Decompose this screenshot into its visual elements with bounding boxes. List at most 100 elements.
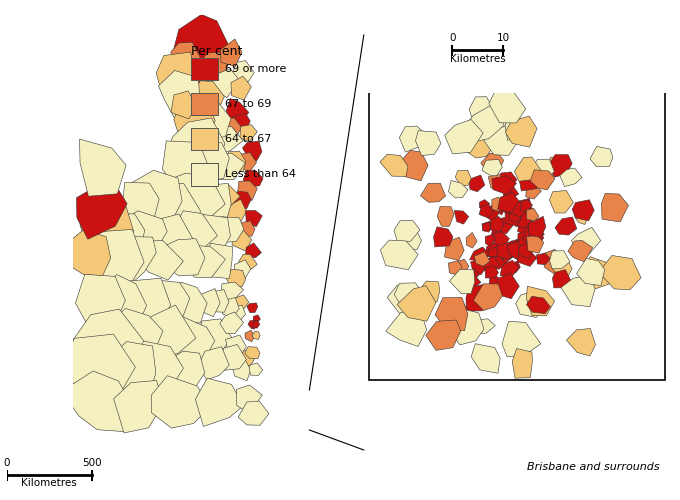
- Polygon shape: [171, 91, 197, 119]
- Polygon shape: [380, 240, 418, 270]
- Polygon shape: [98, 342, 156, 402]
- Polygon shape: [494, 232, 509, 248]
- Polygon shape: [226, 269, 245, 287]
- Polygon shape: [167, 351, 205, 395]
- Polygon shape: [212, 69, 239, 98]
- Polygon shape: [547, 154, 572, 177]
- Text: 0: 0: [3, 458, 10, 468]
- Polygon shape: [449, 270, 475, 293]
- Polygon shape: [399, 126, 429, 152]
- Polygon shape: [184, 245, 226, 278]
- Polygon shape: [454, 259, 469, 272]
- Polygon shape: [252, 320, 260, 328]
- Polygon shape: [502, 246, 515, 260]
- FancyBboxPatch shape: [191, 128, 218, 150]
- Polygon shape: [85, 230, 144, 286]
- Polygon shape: [494, 217, 515, 234]
- Polygon shape: [132, 240, 184, 280]
- Polygon shape: [76, 186, 127, 239]
- Polygon shape: [479, 200, 490, 209]
- Polygon shape: [488, 174, 507, 192]
- Polygon shape: [152, 376, 209, 428]
- Polygon shape: [469, 96, 493, 126]
- Polygon shape: [405, 232, 422, 250]
- Polygon shape: [548, 157, 567, 178]
- Polygon shape: [515, 290, 545, 318]
- Polygon shape: [526, 236, 544, 254]
- Polygon shape: [167, 118, 225, 176]
- Polygon shape: [437, 206, 454, 227]
- Polygon shape: [387, 285, 433, 316]
- Polygon shape: [245, 330, 254, 342]
- Polygon shape: [231, 360, 251, 380]
- Polygon shape: [69, 230, 111, 276]
- Polygon shape: [460, 272, 481, 289]
- Polygon shape: [131, 305, 196, 362]
- Polygon shape: [232, 230, 252, 251]
- Polygon shape: [238, 401, 269, 425]
- Polygon shape: [398, 150, 428, 181]
- Polygon shape: [541, 250, 563, 274]
- Polygon shape: [479, 204, 494, 218]
- Polygon shape: [454, 210, 469, 224]
- Polygon shape: [231, 76, 252, 100]
- Polygon shape: [228, 305, 245, 322]
- Polygon shape: [482, 222, 494, 231]
- Polygon shape: [232, 60, 254, 82]
- Polygon shape: [582, 256, 616, 290]
- Polygon shape: [239, 152, 256, 172]
- Polygon shape: [420, 183, 445, 203]
- Polygon shape: [482, 160, 503, 176]
- Text: 69 or more: 69 or more: [226, 64, 287, 74]
- Polygon shape: [434, 227, 453, 247]
- Polygon shape: [519, 164, 544, 191]
- Polygon shape: [239, 221, 255, 236]
- Polygon shape: [530, 159, 554, 178]
- Polygon shape: [509, 201, 520, 213]
- Polygon shape: [191, 80, 224, 111]
- Polygon shape: [508, 242, 526, 260]
- Polygon shape: [161, 173, 225, 224]
- Polygon shape: [488, 248, 498, 258]
- Polygon shape: [148, 280, 190, 324]
- Polygon shape: [249, 363, 262, 376]
- Polygon shape: [211, 184, 240, 207]
- Polygon shape: [237, 385, 262, 414]
- Polygon shape: [226, 335, 246, 356]
- Polygon shape: [127, 341, 184, 398]
- Polygon shape: [235, 260, 251, 278]
- Polygon shape: [509, 240, 523, 258]
- Polygon shape: [171, 42, 200, 71]
- Polygon shape: [147, 184, 201, 230]
- Polygon shape: [62, 371, 130, 432]
- Polygon shape: [492, 249, 510, 268]
- Polygon shape: [575, 206, 589, 225]
- Polygon shape: [471, 344, 500, 374]
- Polygon shape: [521, 162, 537, 180]
- Polygon shape: [252, 332, 260, 340]
- Polygon shape: [190, 140, 229, 181]
- Polygon shape: [209, 153, 245, 180]
- Polygon shape: [515, 212, 532, 228]
- Polygon shape: [537, 254, 550, 264]
- Polygon shape: [245, 346, 260, 359]
- Polygon shape: [474, 319, 495, 334]
- Polygon shape: [526, 296, 550, 314]
- Polygon shape: [216, 216, 244, 242]
- Polygon shape: [519, 242, 533, 258]
- Polygon shape: [485, 205, 500, 222]
- Polygon shape: [516, 198, 531, 216]
- Polygon shape: [415, 130, 441, 156]
- Polygon shape: [492, 226, 501, 238]
- Polygon shape: [123, 182, 159, 226]
- Polygon shape: [239, 350, 255, 368]
- Polygon shape: [473, 284, 503, 310]
- Polygon shape: [488, 255, 505, 270]
- Polygon shape: [561, 276, 595, 306]
- Polygon shape: [126, 278, 171, 322]
- Polygon shape: [505, 116, 537, 147]
- Polygon shape: [245, 243, 261, 258]
- Polygon shape: [456, 170, 471, 186]
- Polygon shape: [143, 214, 192, 254]
- Polygon shape: [466, 284, 489, 312]
